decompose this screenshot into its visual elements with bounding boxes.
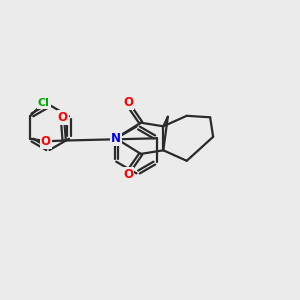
Text: O: O <box>40 135 51 148</box>
Text: O: O <box>123 96 133 109</box>
Text: O: O <box>58 111 68 124</box>
Text: N: N <box>111 132 121 145</box>
Text: Cl: Cl <box>38 98 50 108</box>
Text: O: O <box>123 168 133 181</box>
